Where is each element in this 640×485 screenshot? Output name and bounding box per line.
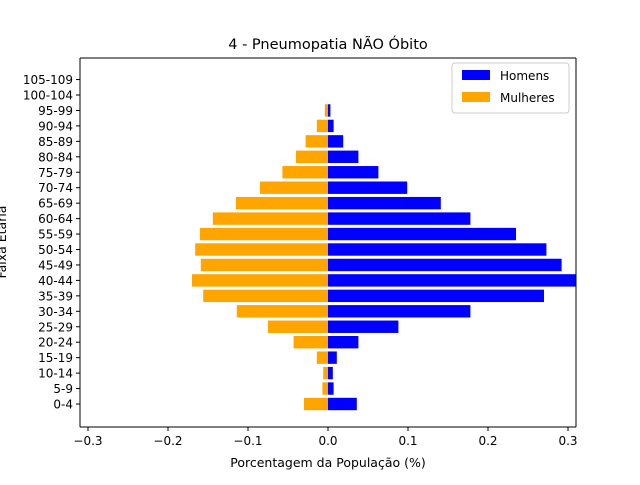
bar-homens-85-89 [328, 135, 344, 148]
bar-homens-35-39 [328, 289, 544, 303]
bar-homens-80-84 [328, 150, 359, 163]
bar-homens-40-44 [328, 274, 576, 287]
bar-homens-20-24 [328, 336, 359, 349]
bar-mulheres-50-54 [195, 243, 328, 256]
bar-mulheres-90-94 [316, 119, 328, 133]
y-tick-label: 100-104 [23, 89, 73, 103]
bar-homens-0-4 [328, 397, 357, 411]
bar-homens-10-14 [328, 366, 333, 380]
legend-label-mulheres: Mulheres [500, 91, 555, 105]
y-tick-label: 90-94 [38, 119, 73, 133]
bar-homens-45-49 [328, 258, 562, 272]
x-tick-label: 0.2 [478, 434, 497, 448]
y-tick-label: 15-19 [38, 351, 73, 365]
bar-mulheres-75-79 [282, 166, 328, 179]
bar-homens-75-79 [328, 166, 379, 179]
y-tick-label: 85-89 [38, 135, 73, 149]
y-tick-label: 50-54 [38, 243, 73, 257]
bar-mulheres-60-64 [212, 212, 328, 225]
bar-homens-95-99 [328, 104, 331, 117]
bar-mulheres-0-4 [304, 397, 328, 411]
y-tick-label: 75-79 [38, 166, 73, 180]
bar-homens-50-54 [328, 243, 547, 256]
bar-mulheres-10-14 [323, 366, 328, 380]
bar-mulheres-5-9 [322, 382, 328, 395]
x-tick-label: 0.3 [558, 434, 577, 448]
legend-swatch-mulheres [462, 92, 490, 102]
bar-mulheres-15-19 [316, 351, 328, 364]
bar-homens-60-64 [328, 212, 471, 225]
x-tick-label: 0.0 [318, 434, 337, 448]
legend-label-homens: Homens [500, 69, 549, 83]
y-tick-label: 40-44 [38, 274, 73, 288]
x-axis-label: Porcentagem da População (%) [230, 455, 426, 470]
bar-homens-90-94 [328, 119, 334, 133]
bar-mulheres-65-69 [236, 196, 328, 210]
bar-homens-65-69 [328, 196, 441, 210]
bar-mulheres-45-49 [200, 258, 328, 272]
bar-homens-15-19 [328, 351, 337, 364]
bar-mulheres-35-39 [203, 289, 328, 303]
bar-mulheres-80-84 [296, 150, 328, 163]
y-tick-label: 30-34 [38, 305, 73, 319]
bar-mulheres-95-99 [324, 104, 328, 117]
y-tick-label: 55-59 [38, 228, 73, 242]
y-tick-label: 25-29 [38, 320, 73, 334]
bar-mulheres-70-74 [260, 181, 328, 194]
legend-swatch-homens [462, 70, 490, 80]
x-tick-label: 0.1 [398, 434, 417, 448]
bar-homens-70-74 [328, 181, 408, 194]
bar-homens-55-59 [328, 227, 516, 241]
y-tick-label: 65-69 [38, 197, 73, 211]
bar-mulheres-25-29 [268, 320, 328, 333]
x-tick-label: −0.3 [73, 434, 102, 448]
plot-area: −0.3 −0.2 −0.1 0.0 0.1 0.2 0.3 0-4 5-910-14 15-19… [23, 57, 578, 448]
y-tick-label: 35-39 [38, 289, 73, 303]
bar-mulheres-40-44 [192, 274, 328, 287]
chart-title: 4 - Pneumopatia NÃO Óbito [228, 35, 428, 53]
bar-homens-5-9 [328, 382, 334, 395]
y-tick-label: 105-109 [23, 73, 73, 87]
y-tick-label: 95-99 [38, 104, 73, 118]
bar-homens-30-34 [328, 305, 471, 318]
y-tick-label: 45-49 [38, 258, 73, 272]
y-tick-label: 70-74 [38, 181, 73, 195]
bar-mulheres-55-59 [200, 227, 328, 241]
y-tick-label: 10-14 [38, 367, 73, 381]
bar-homens-25-29 [328, 320, 399, 333]
bar-mulheres-85-89 [305, 135, 328, 148]
y-tick-label: 0-4 [53, 398, 73, 412]
y-tick-label: 5-9 [53, 382, 73, 396]
y-axis-label: Faixa Etária [0, 206, 9, 279]
y-tick-label: 80-84 [38, 150, 73, 164]
bar-mulheres-20-24 [293, 336, 328, 349]
y-tick-label: 20-24 [38, 336, 73, 350]
x-tick-label: −0.1 [233, 434, 262, 448]
y-tick-label: 60-64 [38, 212, 73, 226]
bar-mulheres-30-34 [236, 305, 328, 318]
x-tick-label: −0.2 [153, 434, 182, 448]
